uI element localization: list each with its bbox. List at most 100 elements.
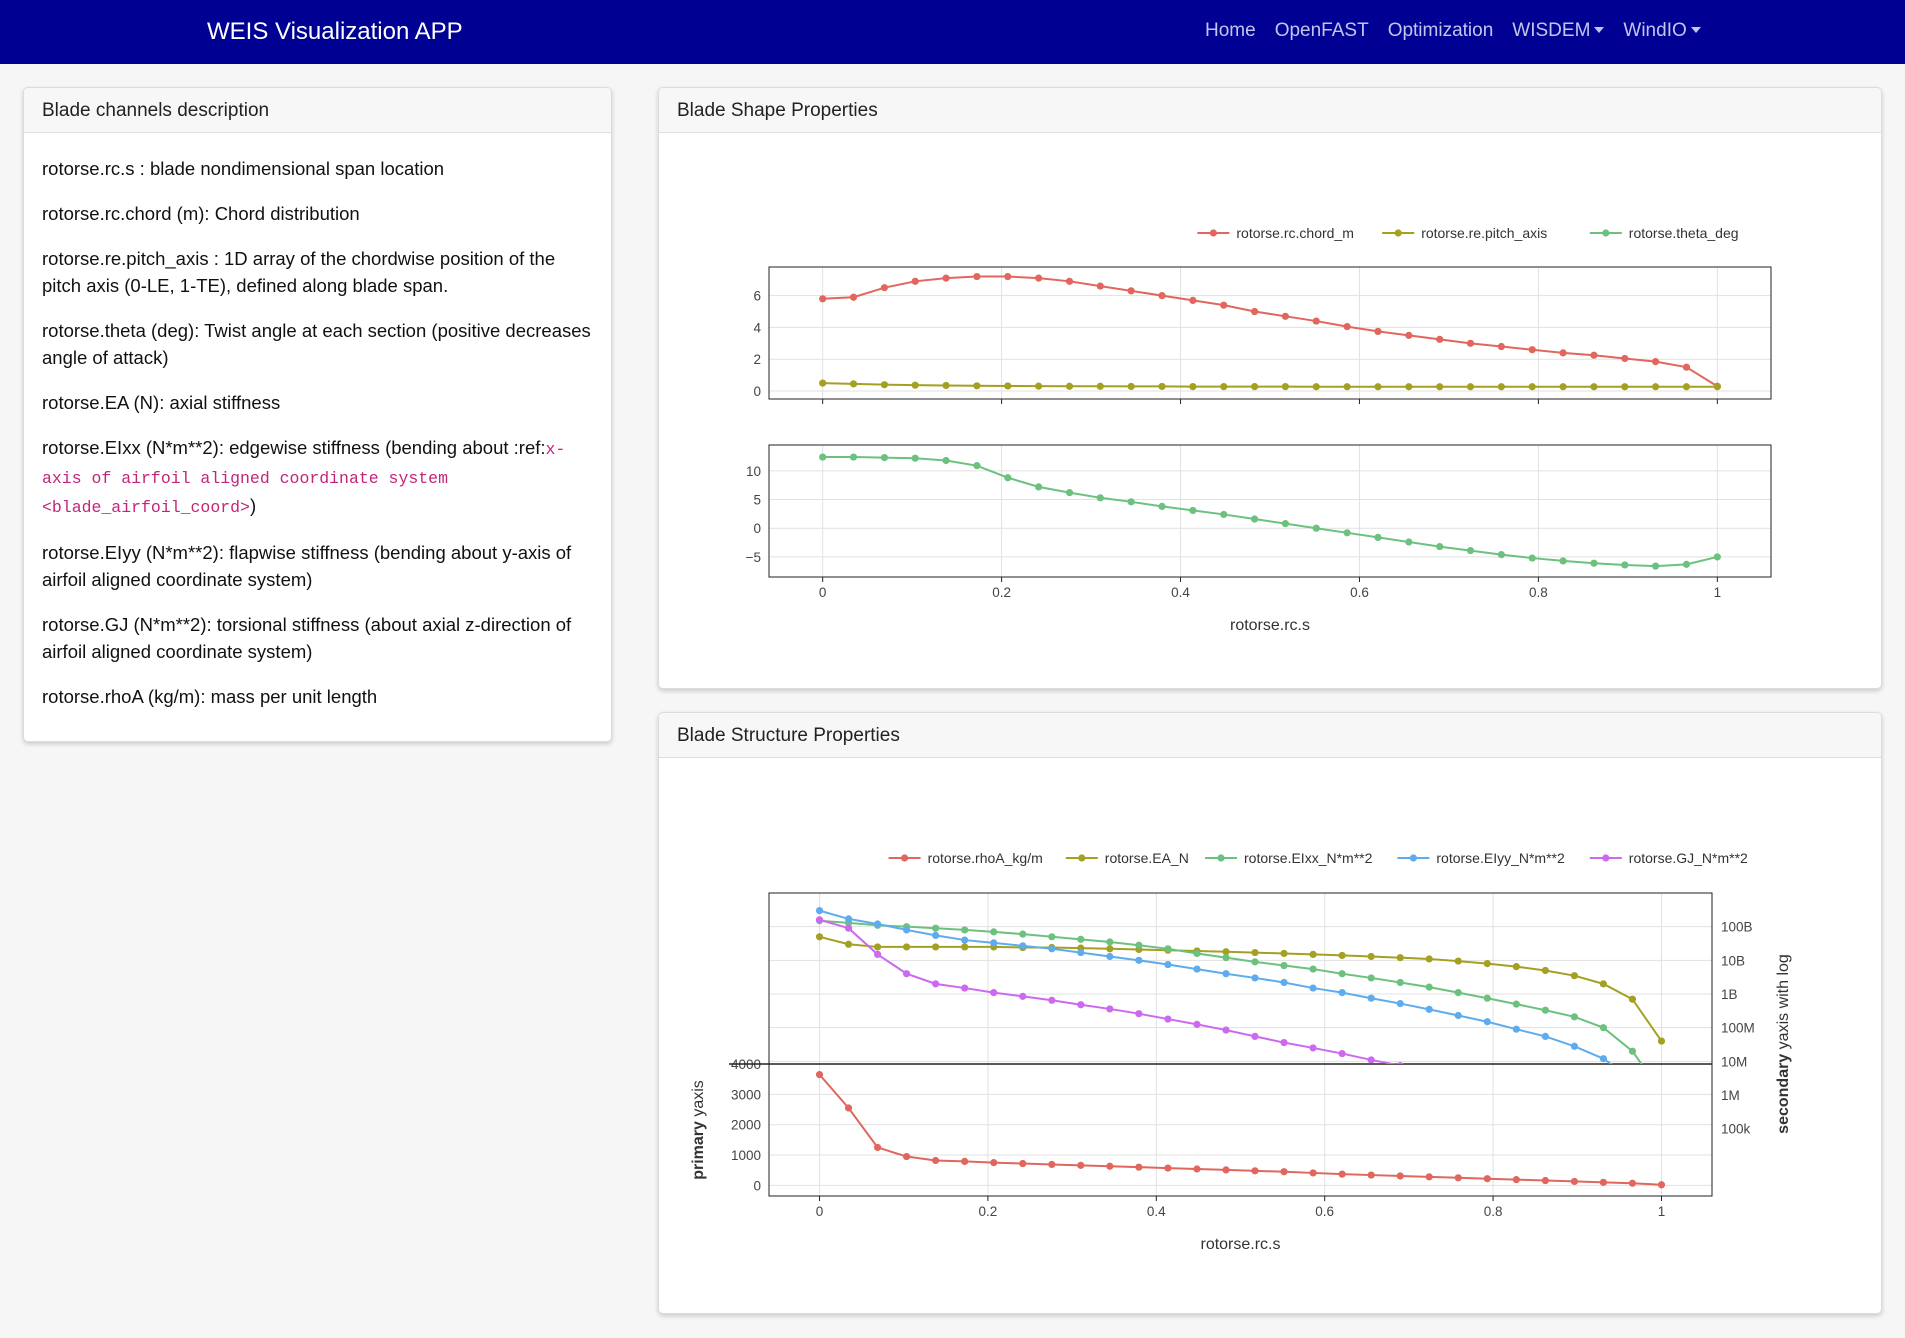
structure-EIyy-point (1251, 974, 1259, 982)
shape-pitch_axis-point (1682, 383, 1691, 391)
app-title[interactable]: WEIS Visualization APP (207, 18, 463, 45)
structure-GJ-point (1629, 1133, 1636, 1140)
shape-pitch_axis-point (1405, 383, 1413, 391)
shape-pitch_axis-point (1559, 383, 1567, 391)
shape-chord_m-point (1035, 274, 1043, 282)
structure-GJ-point (1484, 1081, 1491, 1088)
shape-pitch_axis-point (1220, 382, 1228, 391)
structure-EIxx-point (1222, 954, 1230, 962)
structure-EIyy-point (1019, 942, 1027, 950)
structure-GJ-point (1513, 1088, 1520, 1095)
shape-chord_m-point (942, 274, 950, 282)
nav-links: Home OpenFAST Optimization WISDEM WindIO (1205, 20, 1720, 42)
secondary-y-tick-label: 100B (1721, 920, 1753, 935)
structure-EIyy-point (1483, 1018, 1491, 1026)
shape-chord_m-point (973, 272, 981, 281)
structure-rhoA-point (1106, 1162, 1114, 1170)
structure-rhoA-point (1019, 1159, 1027, 1168)
structure-rhoA-line (818, 1073, 1662, 1186)
structure-rhoA-point (990, 1159, 998, 1167)
structure-rhoA-point (902, 1152, 911, 1161)
structure-rhoA-point (874, 1143, 882, 1152)
blade-shape-card-title: Blade Shape Properties (659, 88, 1881, 133)
shape-chord_m-point (1497, 342, 1505, 351)
shape-pitch_axis-point (911, 381, 919, 389)
structure-EIyy-point (1077, 948, 1085, 957)
structure-rhoA-point (1628, 1179, 1637, 1187)
structure-EA-point (902, 943, 911, 951)
structure-EIxx-point (961, 926, 969, 934)
y-tick-label: 4 (753, 320, 761, 335)
structure-GJ-point (932, 980, 940, 988)
structure-EIyy-point (1309, 984, 1317, 992)
blade-structure-chart[interactable]: 100k1M10M100M1B10B100B010002000300040000… (659, 759, 1882, 1313)
shape-pitch_axis-point (1528, 383, 1536, 391)
legend-swatch-marker (901, 854, 909, 862)
structure-EIyy-point (1222, 970, 1230, 978)
structure-EIxx-point (990, 928, 998, 936)
secondary-y-tick-label: 1B (1721, 987, 1738, 1002)
structure-EIxx-point (1425, 983, 1433, 991)
shape-pitch_axis-point (1436, 383, 1444, 391)
nav-home-link[interactable]: Home (1205, 20, 1256, 42)
structure-EA-point (1222, 948, 1230, 956)
y-tick-label: 0 (753, 521, 761, 536)
shape-chord_m-point (1651, 358, 1660, 366)
structure-GJ-point (815, 916, 824, 924)
blade-shape-chart[interactable]: 0 2 4 6 −5 0 5 10 0 0.2 0.4 0.6 0.8 1 rotorse.rc.s roto… (659, 134, 1882, 688)
structure-rhoA-point (1222, 1166, 1230, 1174)
structure-GJ-series (815, 916, 1636, 1140)
structure-GJ-point (1135, 1010, 1143, 1018)
structure-GJ-point (1367, 1056, 1375, 1064)
structure-EIyy-point (1570, 1042, 1579, 1050)
subplot-frame (768, 444, 1772, 578)
secondary-y-tick-label: 1M (1721, 1088, 1740, 1103)
nav-home-label: Home (1205, 20, 1256, 41)
subplot-frame (768, 266, 1772, 400)
shape-theta_deg-point (819, 453, 827, 461)
description-item: rotorse.EA (N): axial stiffness (42, 392, 281, 413)
shape-theta_deg-point (1065, 489, 1074, 497)
description-card: Blade channels description rotorse.rc.s … (23, 87, 612, 742)
description-item: rotorse.re.pitch_axis : 1D array of the … (42, 248, 556, 296)
structure-rhoA-point (1425, 1173, 1433, 1181)
structure-EA-series (815, 933, 1666, 1045)
shape-theta_deg-point (1436, 542, 1444, 551)
shape-chord_m-point (1682, 363, 1691, 371)
top-navbar: WEIS Visualization APP Home OpenFAST Opt… (0, 0, 1905, 64)
structure-EIxx-point (1338, 970, 1346, 978)
structure-GJ-point (844, 924, 853, 932)
structure-EA-line (819, 935, 1663, 1042)
caret-down-icon (1594, 27, 1605, 33)
primary-y-tick-label: 3000 (731, 1087, 761, 1102)
shape-chord_m-point (880, 284, 889, 292)
structure-EIxx-point (1483, 994, 1491, 1002)
structure-EIxx-point (1541, 1006, 1549, 1014)
structure-EA-point (1106, 945, 1114, 953)
structure-EA-point (1599, 980, 1607, 988)
legend-label: rotorse.re.pitch_axis (1421, 225, 1547, 241)
secondary-y-tick-label: 10M (1721, 1054, 1747, 1069)
shape-pitch_axis-point (1065, 382, 1074, 390)
shape-pitch_axis-point (1651, 383, 1660, 391)
structure-EIyy-point (1541, 1032, 1549, 1041)
x-tick-label: 0.8 (1484, 1204, 1503, 1219)
nav-openfast-link[interactable]: OpenFAST (1275, 20, 1369, 42)
x-tick-label: 0.8 (1529, 585, 1548, 600)
primary-y-tick-label: 0 (753, 1178, 761, 1193)
structure-GJ-point (990, 989, 998, 997)
x-tick-label: 0.6 (1350, 585, 1369, 600)
structure-rhoA-point (1454, 1174, 1462, 1182)
x-tick-label: 0 (819, 585, 827, 600)
structure-EIxx-point (1599, 1024, 1607, 1032)
shape-pitch_axis-series (819, 379, 1721, 391)
nav-windio-dropdown[interactable]: WindIO (1623, 20, 1701, 42)
structure-EA-point (1396, 954, 1404, 962)
structure-rhoA-point (1657, 1181, 1666, 1189)
structure-GJ-point (1193, 1020, 1201, 1029)
shape-pitch_axis-point (1281, 382, 1289, 391)
structure-EIyy-point (1280, 978, 1288, 987)
nav-optimization-link[interactable]: Optimization (1388, 20, 1494, 42)
nav-wisdem-dropdown[interactable]: WISDEM (1512, 20, 1605, 42)
shape-chord_m-point (1343, 323, 1351, 331)
